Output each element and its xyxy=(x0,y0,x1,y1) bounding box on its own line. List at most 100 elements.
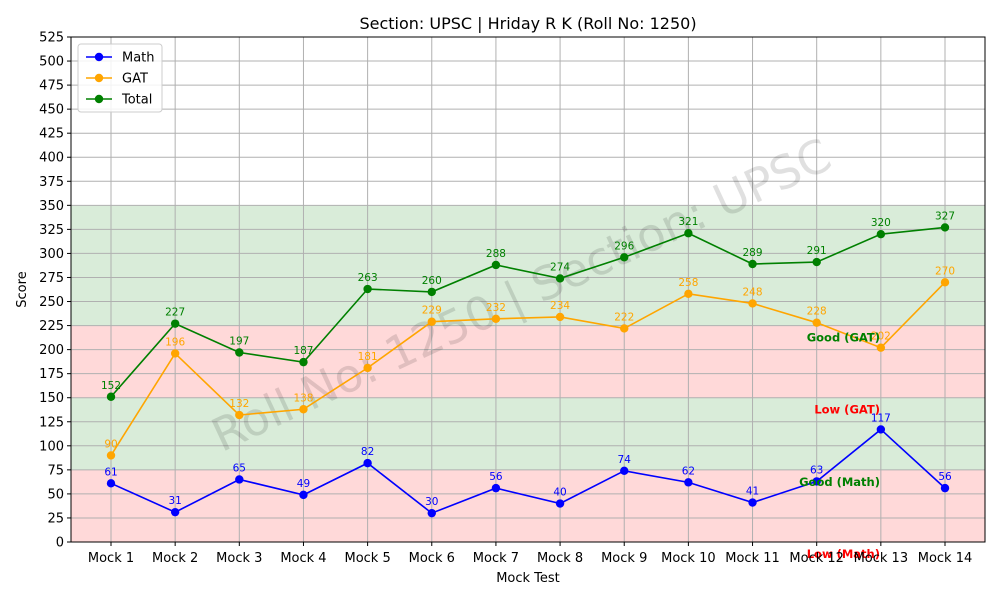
data-label-total-7: 274 xyxy=(550,261,570,273)
zone-band-1 xyxy=(71,397,985,470)
y-tick-label-15: 375 xyxy=(39,175,64,190)
legend-label-total: Total xyxy=(121,93,152,108)
point-math-13 xyxy=(940,483,950,493)
data-label-total-13: 327 xyxy=(935,210,955,222)
chart-title: Section: UPSC | Hriday R K (Roll No: 125… xyxy=(359,14,696,33)
legend: Math GAT Total xyxy=(77,43,163,113)
legend-label-math: Math xyxy=(122,51,155,66)
y-axis-ticks: 0 25 50 75 100 125 150 175 200 225 250 275 300 325 350… xyxy=(39,31,71,551)
y-tick-label-14: 350 xyxy=(39,199,64,214)
y-tick-label-11: 275 xyxy=(39,271,64,286)
point-gat-12 xyxy=(876,343,886,352)
data-label-math-10: 41 xyxy=(746,486,759,498)
data-label-math-2: 65 xyxy=(233,462,246,474)
x-tick-label-7: Mock 8 xyxy=(537,551,583,566)
data-label-math-5: 30 xyxy=(425,496,438,508)
point-total-0 xyxy=(106,392,116,401)
point-math-8 xyxy=(620,466,629,476)
y-tick-label-16: 400 xyxy=(39,151,64,166)
data-label-total-12: 320 xyxy=(871,217,891,229)
x-tick-label-3: Mock 4 xyxy=(280,551,326,566)
x-axis-ticks: Mock 1 Mock 2 Mock 3 Mock 4 Mock 5 Mock 6 Mock… xyxy=(88,542,972,566)
point-math-10 xyxy=(748,498,757,507)
zone-band-3 xyxy=(71,205,985,326)
x-tick-label-2: Mock 3 xyxy=(216,551,262,566)
series-line-total xyxy=(110,226,946,398)
point-math-5 xyxy=(427,508,436,518)
x-tick-label-9: Mock 10 xyxy=(661,551,716,566)
point-gat-0 xyxy=(106,451,116,460)
y-tick-label-5: 125 xyxy=(39,415,64,430)
data-label-total-8: 296 xyxy=(614,240,634,252)
point-gat-1 xyxy=(170,349,180,358)
data-label-total-1: 227 xyxy=(165,307,185,319)
data-label-math-8: 74 xyxy=(618,454,632,466)
data-label-gat-0: 90 xyxy=(104,438,117,450)
point-total-3 xyxy=(299,357,308,367)
y-tick-label-19: 475 xyxy=(39,79,64,94)
data-label-gat-7: 234 xyxy=(550,300,570,312)
point-math-11 xyxy=(812,477,821,486)
y-tick-label-1: 25 xyxy=(47,511,64,526)
y-tick-label-7: 175 xyxy=(39,367,64,382)
legend-marker-math xyxy=(94,52,104,62)
y-tick-label-21: 525 xyxy=(39,31,64,46)
point-gat-2 xyxy=(235,410,244,420)
data-label-gat-13: 270 xyxy=(935,265,955,277)
data-label-gat-10: 248 xyxy=(743,286,763,298)
data-label-math-4: 82 xyxy=(361,446,374,458)
x-tick-label-0: Mock 1 xyxy=(88,551,134,566)
point-gat-7 xyxy=(555,312,565,322)
point-total-5 xyxy=(427,287,436,297)
point-total-1 xyxy=(170,319,180,328)
y-tick-label-18: 450 xyxy=(39,103,64,118)
point-gat-8 xyxy=(620,324,629,333)
point-total-8 xyxy=(620,253,629,262)
data-label-total-10: 289 xyxy=(743,247,763,259)
y-tick-label-2: 50 xyxy=(47,487,64,502)
data-label-gat-6: 232 xyxy=(486,302,506,314)
zone-band-0 xyxy=(71,469,985,542)
data-label-total-2: 197 xyxy=(229,336,249,348)
zone-label-0: Low (Math) xyxy=(807,547,880,561)
point-gat-9 xyxy=(684,289,693,299)
data-label-total-11: 291 xyxy=(807,245,827,257)
data-labels: 61 31 65 49 82 30 56 40 74 62 41 63 117 56 90 196 132 138… xyxy=(101,210,955,508)
data-label-gat-3: 138 xyxy=(293,392,313,404)
x-tick-label-1: Mock 2 xyxy=(152,551,198,566)
data-label-total-0: 152 xyxy=(101,380,121,392)
point-math-1 xyxy=(170,507,180,517)
data-label-math-11: 63 xyxy=(810,464,823,476)
legend-label-gat: GAT xyxy=(122,72,148,87)
data-label-math-7: 40 xyxy=(553,487,566,499)
point-math-2 xyxy=(235,475,244,484)
point-gat-10 xyxy=(748,299,757,308)
y-tick-label-17: 425 xyxy=(39,127,64,142)
x-axis-label: Mock Test xyxy=(496,571,560,586)
y-tick-label-13: 325 xyxy=(39,223,64,238)
data-label-total-9: 321 xyxy=(678,216,698,228)
x-tick-label-5: Mock 6 xyxy=(409,551,455,566)
point-total-10 xyxy=(748,259,757,269)
x-tick-label-11: Mock 12 xyxy=(789,551,844,566)
y-tick-label-0: 0 xyxy=(56,536,64,551)
point-total-13 xyxy=(940,223,950,232)
data-label-total-3: 187 xyxy=(293,345,313,357)
data-label-math-3: 49 xyxy=(297,478,310,490)
zone-bands xyxy=(71,205,985,542)
x-tick-label-12: Mock 13 xyxy=(854,551,909,566)
point-total-6 xyxy=(491,260,501,270)
point-gat-6 xyxy=(491,314,501,324)
point-gat-13 xyxy=(940,278,950,287)
y-tick-label-3: 75 xyxy=(47,463,64,478)
y-axis-label: Score xyxy=(15,271,30,307)
point-total-2 xyxy=(235,348,244,357)
point-math-0 xyxy=(106,479,116,488)
legend-marker-total xyxy=(94,94,104,104)
point-total-9 xyxy=(684,229,693,238)
plot-frame xyxy=(70,36,986,543)
data-label-total-4: 263 xyxy=(358,272,378,284)
point-gat-4 xyxy=(363,363,372,373)
y-tick-label-20: 500 xyxy=(39,55,64,70)
